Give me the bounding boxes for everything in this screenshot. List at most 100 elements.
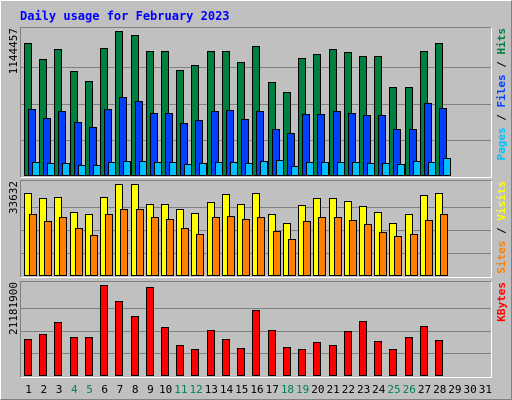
- series-legend: KBytes: [495, 282, 508, 322]
- bar-pages: [397, 164, 405, 176]
- x-tick-label: 12: [189, 383, 202, 396]
- bar-sites: [227, 216, 235, 276]
- bar-pages: [184, 164, 192, 176]
- bar-kbytes: [191, 349, 199, 376]
- bar-pages: [413, 161, 421, 176]
- bar-kbytes: [146, 287, 154, 376]
- bar-kbytes: [237, 348, 245, 376]
- y-max-label: 33632: [7, 181, 20, 214]
- bar-kbytes: [207, 330, 215, 376]
- bar-pages: [199, 163, 207, 176]
- x-tick-label: 2: [41, 383, 48, 396]
- bar-pages: [382, 163, 390, 176]
- x-tick-label: 25: [387, 383, 400, 396]
- bar-kbytes: [70, 337, 78, 376]
- bar-pages: [93, 165, 101, 176]
- bar-kbytes: [252, 310, 260, 376]
- legend-entry: Hits: [495, 28, 508, 55]
- bar-pages: [123, 161, 131, 176]
- bar-kbytes: [24, 339, 32, 376]
- x-tick-label: 11: [174, 383, 187, 396]
- x-tick-label: 17: [266, 383, 279, 396]
- x-tick-label: 26: [403, 383, 416, 396]
- bar-sites: [394, 236, 402, 276]
- bar-sites: [212, 217, 220, 276]
- x-axis-labels: 1 2 3 4 5 6 7 8 9 10 11 12 13 14 15 16 17 18 19 20 21 22 23 24 2…: [25, 383, 492, 396]
- x-tick-label: 7: [117, 383, 124, 396]
- chart-panels: 1144457 Pages / Files / Hits 33632 Sites / …: [7, 27, 508, 378]
- bar-kbytes: [100, 285, 108, 376]
- bar-pages: [245, 163, 253, 176]
- bar-kbytes: [329, 345, 337, 376]
- bar-pages: [428, 162, 436, 176]
- bar-pages: [337, 162, 345, 176]
- bar-sites: [273, 231, 281, 276]
- bar-kbytes: [39, 334, 47, 376]
- x-tick-label: 23: [357, 383, 370, 396]
- bar-kbytes: [374, 341, 382, 376]
- bar-sites: [181, 228, 189, 276]
- legend-entry: Visits: [495, 181, 508, 221]
- legend-entry: /: [495, 55, 508, 75]
- bar-sites: [105, 214, 113, 276]
- bar-sites: [379, 232, 387, 276]
- bar-sites: [364, 224, 372, 276]
- bar-pages: [139, 161, 147, 176]
- bar-kbytes: [222, 339, 230, 376]
- legend-entry: Files: [495, 74, 508, 107]
- x-tick-label: 31: [479, 383, 492, 396]
- legend-entry: /: [495, 108, 508, 128]
- bar-pages: [321, 162, 329, 176]
- bar-kbytes: [283, 347, 291, 376]
- bar-pages: [78, 165, 86, 176]
- panel-bevel-light: [20, 27, 492, 178]
- bar-kbytes: [115, 301, 123, 376]
- bar-pages: [154, 162, 162, 176]
- bar-kbytes: [176, 345, 184, 376]
- bar-kbytes: [85, 337, 93, 376]
- bar-sites: [242, 219, 250, 276]
- x-tick-label: 19: [296, 383, 309, 396]
- y-max-label: 1144457: [7, 28, 20, 74]
- bar-kbytes: [268, 330, 276, 376]
- x-tick-label: 24: [372, 383, 386, 396]
- x-tick-label: 8: [132, 383, 139, 396]
- bar-sites: [334, 217, 342, 276]
- legend-entry: Sites: [495, 241, 508, 274]
- bar-pages: [260, 161, 268, 176]
- bar-pages: [62, 163, 70, 176]
- bar-pages: [230, 162, 238, 176]
- x-tick-label: 13: [205, 383, 218, 396]
- bar-kbytes: [313, 342, 321, 376]
- chart-title: Daily usage for February 2023: [20, 9, 230, 23]
- x-tick-label: 29: [448, 383, 461, 396]
- panel-hits-files-pages: 1144457 Pages / Files / Hits: [7, 27, 508, 178]
- x-tick-label: 30: [464, 383, 477, 396]
- x-tick-label: 1: [25, 383, 32, 396]
- bar-sites: [90, 235, 98, 276]
- bar-kbytes: [359, 321, 367, 376]
- legend-entry: /: [495, 221, 508, 241]
- x-tick-label: 3: [56, 383, 63, 396]
- bar-sites: [349, 220, 357, 276]
- y-max-label: 21181900: [7, 282, 20, 335]
- bar-kbytes: [405, 337, 413, 376]
- bar-pages: [367, 163, 375, 176]
- bar-pages: [215, 162, 223, 176]
- bar-kbytes: [54, 322, 62, 376]
- panel-kbytes: 21181900 KBytes: [7, 281, 508, 378]
- bar-sites: [425, 220, 433, 276]
- x-tick-label: 16: [250, 383, 263, 396]
- bar-kbytes: [435, 340, 443, 376]
- bar-pages: [352, 162, 360, 176]
- bar-sites: [410, 234, 418, 276]
- bar-sites: [196, 234, 204, 276]
- bar-pages: [306, 162, 314, 176]
- x-tick-label: 15: [235, 383, 248, 396]
- bar-pages: [108, 162, 116, 176]
- series-legend: Sites / Visits: [495, 181, 508, 274]
- bar-kbytes: [161, 327, 169, 376]
